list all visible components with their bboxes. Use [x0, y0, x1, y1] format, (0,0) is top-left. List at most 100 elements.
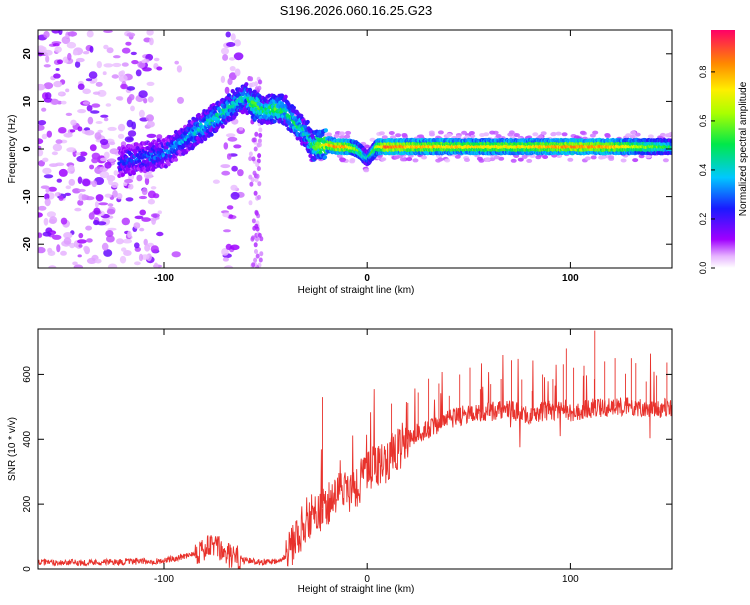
spectrogram-noise-blob: [95, 81, 103, 87]
spectrogram-ridge: [117, 82, 672, 178]
spectrogram-noise-blob: [146, 120, 155, 128]
spectrogram-noise-blob: [67, 31, 78, 37]
spectrogram-noise-blob: [58, 127, 67, 134]
spectrogram-noise-blob: [156, 231, 164, 237]
spectrogram-noise-blob: [141, 217, 151, 222]
colorbar: 0.0 0.2 0.4 0.6 0.8 Normalized spectral ampl…: [698, 30, 749, 274]
spectrogram-noise-blob: [537, 134, 544, 139]
spectrogram-noise-blob: [363, 168, 370, 173]
spectrogram-noise-blob: [95, 121, 103, 124]
spectrogram-noise-blob: [454, 154, 461, 159]
spectrogram-noise-blob: [257, 232, 262, 238]
spectrogram-noise-blob: [378, 131, 385, 136]
spectrogram-noise-blob: [100, 157, 108, 162]
spectrogram-noise-blob: [72, 261, 78, 266]
spectrogram-noise-blob: [349, 159, 356, 164]
spectrogram-noise-blob: [83, 245, 89, 252]
spectrogram-noise-blob: [85, 78, 93, 82]
spectrogram-noise-blob: [117, 133, 125, 139]
spectrogram-noise-blob: [393, 155, 400, 160]
spectrogram-noise-blob: [228, 57, 236, 61]
spectrogram-ridge-cell: [283, 94, 288, 99]
spectrogram-noise-blob: [144, 177, 150, 186]
colorbar-tick-label: 0.6: [698, 115, 708, 128]
spectrogram-noise-blob: [53, 73, 61, 79]
spectrogram-noise-blob: [128, 183, 134, 190]
spectrogram-noise-blob: [495, 134, 502, 138]
spectrogram-noise-blob: [251, 156, 256, 162]
spectrogram-noise-blob: [230, 33, 236, 41]
spectrogram-noise-blob: [78, 232, 84, 239]
spectrogram-noise-blob: [38, 205, 47, 211]
spectrogram-noise-blob: [46, 130, 52, 138]
spectrogram-noise-blob: [258, 132, 263, 138]
spectrogram-noise-blob: [248, 156, 253, 162]
spectrogram-ridge-cell: [279, 101, 285, 106]
spectrogram-noise-blob: [47, 250, 56, 256]
spectrogram-noise-blob: [89, 80, 96, 84]
spectrogram-noise-blob: [60, 217, 68, 225]
spectrogram-noise-blob: [257, 194, 261, 200]
spectrogram-noise-blob: [139, 227, 145, 232]
spectrogram-ridge-cell: [272, 119, 277, 124]
spectrogram-noise-blob: [176, 65, 182, 73]
spectrogram-noise-blob: [157, 210, 162, 215]
spectrogram-noise-blob: [233, 52, 244, 61]
spectrogram-noise-blob: [84, 196, 95, 201]
spectrogram-noise-blob: [363, 144, 370, 149]
spectrogram-noise-blob: [85, 225, 92, 231]
spectrogram-noise-blob: [174, 60, 179, 65]
spectrogram-noise-blob: [147, 96, 154, 103]
spectrogram-noise-blob: [248, 200, 253, 206]
spectrogram-noise-blob: [113, 170, 119, 176]
spectrogram-noise-blob: [253, 242, 258, 248]
spectrogram-noise-blob: [54, 46, 62, 53]
spectrogram-noise-blob: [561, 132, 568, 137]
spectrogram-noise-blob: [532, 132, 539, 137]
spectrogram-noise-blob: [421, 155, 427, 160]
spectrogram-ridge-cell: [252, 89, 257, 94]
spectrogram-noise-blob: [221, 170, 231, 176]
spectrogram-noise-blob: [43, 82, 54, 90]
spectrogram-noise-blob: [647, 134, 654, 139]
spectrogram-noise-blob: [43, 217, 49, 226]
spectrogram-noise-blob: [254, 210, 259, 216]
spectrogram-ridge-cell: [134, 142, 139, 147]
spectrogram-noise-blob: [126, 32, 136, 37]
spectrogram-noise-blob: [145, 114, 154, 122]
spectrogram-noise-blob: [64, 192, 72, 196]
spectrogram-noise-blob: [128, 94, 135, 101]
spectrogram-noise-blob: [38, 212, 43, 218]
spectrogram-noise-blob: [121, 247, 127, 252]
spectrogram-noise-blob: [111, 74, 120, 79]
spectrogram-noise-blob: [149, 37, 154, 46]
spectrogram-noise-blob: [91, 157, 99, 164]
spectrogram-noise-blob: [139, 209, 146, 216]
spectrogram-noise-blob: [107, 203, 114, 207]
spectrogram-noise-blob: [102, 71, 107, 76]
spectrogram-noise-blob: [120, 70, 125, 76]
spectrogram-noise-blob: [444, 158, 451, 163]
spectrogram-ridge-cell: [290, 112, 295, 117]
spectrogram-noise-blob: [238, 127, 244, 131]
spectrogram-noise-blob: [38, 232, 43, 238]
spectrogram-noise-blob: [105, 103, 112, 107]
spectrogram-noise-blob: [75, 57, 85, 63]
spectrogram-noise-blob: [46, 211, 57, 218]
spectrogram-noise-blob: [77, 83, 85, 90]
spectrogram-noise-blob: [255, 173, 260, 179]
colorbar-tick-label: 0.2: [698, 213, 708, 226]
spectrogram-ridge-cell: [160, 159, 165, 164]
spectrogram-noise-blob: [56, 244, 61, 253]
spectrogram-noise-blob: [226, 153, 232, 160]
spectrogram-noise-blob: [659, 132, 666, 137]
spectrogram-noise-blob: [226, 205, 234, 210]
spectrogram-noise-blob: [333, 133, 340, 138]
spectrogram-noise-blob: [406, 157, 413, 162]
spectrogram-noise-blob: [38, 120, 47, 126]
spectrogram-noise-blob: [93, 207, 101, 215]
spectrogram-noise-blob: [521, 154, 528, 159]
spectrogram-noise-blob: [225, 133, 236, 138]
spectrogram-x-tick-label: 0: [364, 273, 370, 284]
